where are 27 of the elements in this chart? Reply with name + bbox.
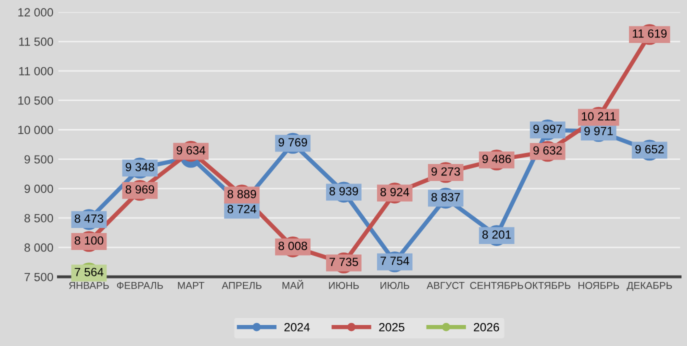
x-tick-label: НОЯБРЬ <box>578 282 619 290</box>
x-tick-label: ДЕКАБРЬ <box>626 282 672 291</box>
legend-label: 2026 <box>474 322 500 332</box>
x-tick-label: ИЮНЬ <box>329 282 359 290</box>
x-tick-label: МАРТ <box>178 282 204 289</box>
x-tick-label: МАЙ <box>282 280 304 289</box>
y-tick-label: 9 000 <box>24 184 54 193</box>
y-tick-label: 10 000 <box>18 126 54 134</box>
data-label: 9 971 <box>584 126 613 136</box>
x-tick-label: ОКТЯБРЬ <box>524 282 570 290</box>
x-tick-label: СЕНТЯБРЬ <box>470 282 524 290</box>
x-tick-label: АПРЕЛЬ <box>222 282 262 289</box>
y-tick-label: 7 500 <box>24 272 54 282</box>
y-tick-label: 8 000 <box>24 243 54 252</box>
x-tick-label: ИЮЛЬ <box>380 282 410 290</box>
y-tick-label: 11 500 <box>19 38 54 46</box>
legend-label: 2024 <box>284 322 310 332</box>
x-tick-label: ЯНВАРЬ <box>69 282 109 289</box>
y-tick-label: 10 500 <box>18 96 54 105</box>
y-tick-label: 8 500 <box>24 214 54 222</box>
legend-label: 2025 <box>379 322 404 332</box>
x-tick-label: ФЕВРАЛЬ <box>117 282 163 289</box>
y-tick-label: 11 000 <box>19 66 54 76</box>
y-tick-label: 9 500 <box>24 155 54 164</box>
y-tick-label: 12 000 <box>18 8 54 17</box>
x-tick-label: АВГУСТ <box>426 282 465 290</box>
data-label: 8 724 <box>228 204 256 214</box>
